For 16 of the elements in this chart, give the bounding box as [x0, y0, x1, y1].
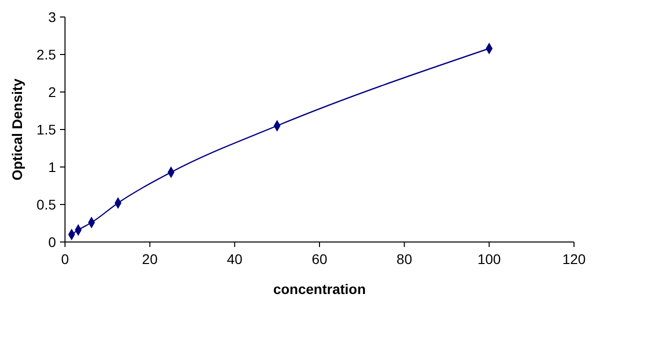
- x-tick-label: 120: [562, 251, 586, 267]
- x-tick-label: 40: [226, 251, 243, 267]
- y-tick-label: 2: [48, 84, 56, 100]
- x-tick-label: 100: [477, 251, 502, 267]
- x-axis-title: concentration: [273, 281, 366, 297]
- y-tick-label: 1.5: [36, 122, 56, 138]
- y-tick-label: 3: [48, 9, 56, 25]
- x-tick-label: 0: [61, 251, 70, 267]
- y-tick-label: 0.5: [36, 196, 56, 212]
- y-tick-label: 2.5: [36, 46, 56, 62]
- y-tick-label: 0: [48, 234, 56, 250]
- y-tick-label: 1: [48, 159, 56, 175]
- x-tick-label: 20: [142, 251, 158, 267]
- y-axis-title: Optical Density: [9, 78, 25, 180]
- x-tick-label: 80: [396, 251, 412, 267]
- x-tick-label: 60: [312, 251, 328, 267]
